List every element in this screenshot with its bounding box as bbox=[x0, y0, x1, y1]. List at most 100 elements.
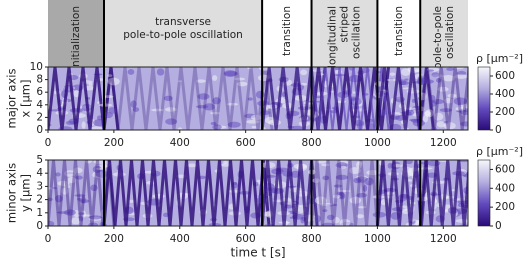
heatmap-blob bbox=[72, 167, 83, 174]
heatmap-blob bbox=[220, 163, 231, 167]
heatmap-blob bbox=[55, 194, 63, 203]
heatmap-blob bbox=[212, 124, 222, 130]
plot-frame bbox=[47, 159, 469, 227]
phase-box bbox=[48, 0, 104, 67]
heatmap-blob bbox=[132, 107, 140, 112]
colorbar-tick-label: 600 bbox=[495, 163, 515, 175]
y-tick-label: 0 bbox=[36, 124, 43, 136]
x-tick-label: 1200 bbox=[430, 137, 457, 149]
colorbar-tick-label: 200 bbox=[495, 106, 515, 118]
y-tick-label: 4 bbox=[36, 99, 43, 111]
heatmap-blob bbox=[400, 68, 411, 76]
heatmap-blob bbox=[297, 106, 312, 111]
heatmap-blob bbox=[326, 214, 335, 221]
heatmap-blob bbox=[356, 214, 364, 219]
heatmap-blob bbox=[428, 100, 437, 107]
heatmap-blob bbox=[424, 109, 434, 118]
heatmap-blob bbox=[386, 78, 398, 82]
heatmap-blob bbox=[453, 67, 465, 70]
heatmap bbox=[48, 67, 468, 130]
y-axis-label: minor axis bbox=[5, 163, 19, 223]
y-tick-label: 4 bbox=[36, 167, 43, 179]
heatmap-blob bbox=[246, 67, 253, 70]
heatmap-blob bbox=[453, 97, 468, 106]
heatmap-blob bbox=[338, 189, 351, 193]
y-tick-label: 1 bbox=[36, 207, 43, 219]
heatmap-blob bbox=[203, 103, 215, 111]
heatmap-blob bbox=[75, 175, 83, 180]
plot-frame bbox=[47, 66, 469, 131]
y-tick-label: 3 bbox=[36, 180, 43, 192]
heatmap-blob bbox=[164, 107, 177, 112]
heatmap-blob bbox=[436, 121, 446, 128]
heatmap-blob bbox=[339, 218, 351, 226]
heatmap bbox=[48, 160, 468, 226]
heatmap-blob bbox=[195, 104, 209, 109]
heatmap-blob bbox=[362, 184, 368, 192]
heatmap-blob bbox=[81, 196, 86, 204]
heatmap-blob bbox=[250, 114, 262, 121]
heatmap-blob bbox=[212, 75, 218, 81]
heatmap-blob bbox=[107, 74, 113, 77]
y-axis-label: major axis bbox=[5, 69, 19, 129]
heatmap-stripe bbox=[310, 67, 390, 130]
heatmap-blob bbox=[196, 79, 206, 83]
y-tick-label: 5 bbox=[36, 154, 43, 166]
heatmap-blob bbox=[55, 110, 69, 116]
heatmap-blob bbox=[333, 216, 340, 224]
phase-label: pole-to-pole oscillation bbox=[123, 29, 243, 41]
heatmap-blob bbox=[52, 187, 57, 190]
heatmap-blob bbox=[314, 215, 322, 223]
heatmap-blob bbox=[436, 78, 442, 83]
heatmap-blob bbox=[199, 175, 206, 180]
colorbar bbox=[477, 159, 491, 227]
heatmap-blob bbox=[356, 192, 368, 198]
heatmap-blob bbox=[364, 177, 374, 186]
heatmap-blob bbox=[322, 209, 328, 212]
heatmap-blob bbox=[321, 163, 330, 167]
phase-label: pole-to-pole bbox=[432, 6, 444, 69]
phase-label: striped bbox=[338, 6, 350, 43]
phase-label: transverse bbox=[155, 16, 211, 28]
heatmap-blob bbox=[108, 107, 117, 114]
heatmap-blob bbox=[245, 119, 260, 124]
heatmap-blob bbox=[77, 197, 82, 201]
heatmap-blob bbox=[236, 81, 248, 87]
heatmap-blob bbox=[447, 93, 457, 98]
heatmap-stripe bbox=[260, 160, 319, 226]
phase-box bbox=[377, 0, 421, 67]
y-tick-label: 0 bbox=[36, 220, 43, 232]
colorbar-tick-label: 0 bbox=[495, 220, 502, 232]
heatmap-stripe bbox=[48, 67, 120, 130]
heatmap-blob bbox=[404, 78, 409, 81]
x-tick-label: 600 bbox=[236, 137, 256, 149]
heatmap-stripe bbox=[375, 160, 429, 226]
heatmap-blob bbox=[210, 111, 221, 115]
colorbar-tick-label: 600 bbox=[495, 70, 515, 82]
heatmap-blob bbox=[163, 95, 173, 102]
heatmap-blob bbox=[300, 69, 308, 76]
phase-label: oscillation bbox=[350, 6, 362, 59]
heatmap-blob bbox=[264, 116, 276, 124]
x-tick-label: 1200 bbox=[430, 233, 457, 245]
y-axis-label: x [μm] bbox=[19, 80, 33, 118]
heatmap-blob bbox=[165, 118, 178, 125]
y-tick-label: 2 bbox=[36, 194, 43, 206]
heatmap-blob bbox=[444, 98, 453, 104]
heatmap-blob bbox=[335, 174, 349, 180]
phase-box bbox=[420, 0, 468, 67]
heatmap-blob bbox=[340, 165, 347, 169]
heatmap-blob bbox=[78, 212, 85, 215]
heatmap-stripe bbox=[310, 160, 385, 226]
heatmap-blob bbox=[107, 77, 120, 86]
colorbar-tick-label: 400 bbox=[495, 88, 515, 100]
heatmap-blob bbox=[357, 206, 367, 209]
heatmap-blob bbox=[177, 127, 183, 130]
colorbar-tick-label: 0 bbox=[495, 124, 502, 136]
heatmap-blob bbox=[185, 163, 199, 168]
heatmap-blob bbox=[210, 121, 217, 126]
heatmap-blob bbox=[197, 93, 210, 100]
x-tick-label: 0 bbox=[45, 233, 52, 245]
